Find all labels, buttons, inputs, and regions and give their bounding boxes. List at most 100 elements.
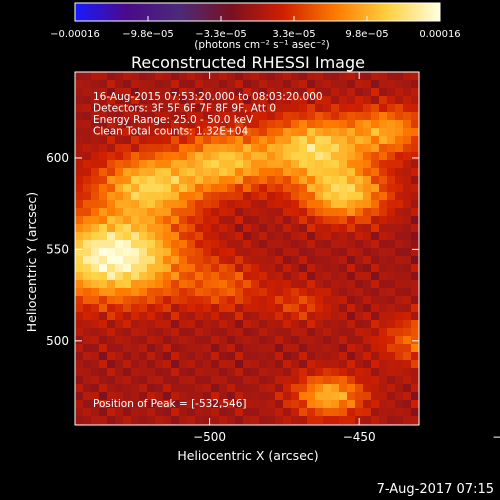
heatmap-cell [123, 360, 131, 368]
heatmap-cell [331, 72, 339, 80]
heatmap-cell [315, 352, 323, 360]
heatmap-cell [203, 96, 211, 104]
heatmap-cell [275, 208, 283, 216]
heatmap-cell [195, 328, 203, 336]
heatmap-cell [315, 88, 323, 96]
heatmap-cell [387, 240, 395, 248]
heatmap-cell [147, 184, 155, 192]
heatmap-cell [131, 240, 139, 248]
heatmap-cell [139, 352, 147, 360]
heatmap-cell [251, 104, 259, 112]
heatmap-cell [219, 336, 227, 344]
heatmap-cell [91, 240, 99, 248]
heatmap-cell [139, 376, 147, 384]
heatmap-cell [315, 240, 323, 248]
heatmap-cell [123, 384, 131, 392]
heatmap-cell [107, 416, 115, 424]
heatmap-cell [227, 224, 235, 232]
heatmap-cell [267, 72, 275, 80]
heatmap-cell [315, 304, 323, 312]
heatmap-cell [147, 368, 155, 376]
heatmap-cell [339, 232, 347, 240]
heatmap-cell [243, 248, 251, 256]
heatmap-cell [323, 360, 331, 368]
heatmap-cell [355, 104, 363, 112]
heatmap-cell [91, 416, 99, 424]
heatmap-cell [187, 296, 195, 304]
heatmap-cell [275, 368, 283, 376]
heatmap-cell [75, 328, 83, 336]
heatmap-cell [395, 160, 403, 168]
heatmap-cell [267, 120, 275, 128]
heatmap-cell [99, 192, 107, 200]
heatmap-cell [147, 312, 155, 320]
heatmap-cell [331, 88, 339, 96]
heatmap-cell [395, 112, 403, 120]
heatmap-cell [131, 352, 139, 360]
heatmap-cell [291, 384, 299, 392]
heatmap-cell [259, 376, 267, 384]
heatmap-cell [123, 104, 131, 112]
heatmap-cell [299, 296, 307, 304]
heatmap-cell [99, 248, 107, 256]
heatmap-cell [259, 312, 267, 320]
heatmap-cell [307, 352, 315, 360]
heatmap-cell [75, 376, 83, 384]
heatmap-cell [283, 296, 291, 304]
heatmap-cell [147, 256, 155, 264]
heatmap-cell [123, 336, 131, 344]
heatmap-cell [291, 136, 299, 144]
heatmap-cell [379, 128, 387, 136]
heatmap-cell [171, 288, 179, 296]
heatmap-cell [251, 328, 259, 336]
heatmap-cell [299, 328, 307, 336]
heatmap-cell [291, 320, 299, 328]
heatmap-cell [411, 416, 419, 424]
heatmap-cell [179, 80, 187, 88]
heatmap-cell [259, 272, 267, 280]
heatmap-cell [267, 176, 275, 184]
heatmap-cell [211, 168, 219, 176]
heatmap-cell [323, 232, 331, 240]
heatmap-cell [131, 312, 139, 320]
heatmap-cell [267, 232, 275, 240]
heatmap-cell [203, 144, 211, 152]
heatmap-cell [387, 280, 395, 288]
heatmap-cell [147, 88, 155, 96]
heatmap-cell [323, 88, 331, 96]
heatmap-cell [395, 88, 403, 96]
heatmap-cell [283, 208, 291, 216]
heatmap-cell [291, 280, 299, 288]
heatmap-cell [195, 232, 203, 240]
heatmap-cell [163, 248, 171, 256]
heatmap-cell [323, 104, 331, 112]
heatmap-cell [219, 112, 227, 120]
heatmap-cell [379, 184, 387, 192]
heatmap-cell [203, 280, 211, 288]
heatmap-cell [155, 360, 163, 368]
heatmap-cell [203, 272, 211, 280]
heatmap-cell [195, 416, 203, 424]
heatmap-cell [123, 192, 131, 200]
heatmap-cell [379, 352, 387, 360]
heatmap-cell [227, 136, 235, 144]
heatmap-cell [331, 120, 339, 128]
heatmap-cell [371, 256, 379, 264]
heatmap-cell [403, 136, 411, 144]
heatmap-cell [379, 72, 387, 80]
y-tick-label: 500 [46, 334, 69, 348]
heatmap-cell [155, 296, 163, 304]
heatmap-cell [243, 416, 251, 424]
heatmap-cell [323, 224, 331, 232]
heatmap-cell [347, 88, 355, 96]
heatmap-cell [379, 248, 387, 256]
heatmap-cell [91, 152, 99, 160]
heatmap-cell [179, 416, 187, 424]
heatmap-cell [331, 216, 339, 224]
heatmap-cell [171, 296, 179, 304]
heatmap-cell [91, 248, 99, 256]
heatmap-cell [187, 96, 195, 104]
heatmap-cell [83, 240, 91, 248]
heatmap-cell [315, 152, 323, 160]
heatmap-cell [315, 200, 323, 208]
